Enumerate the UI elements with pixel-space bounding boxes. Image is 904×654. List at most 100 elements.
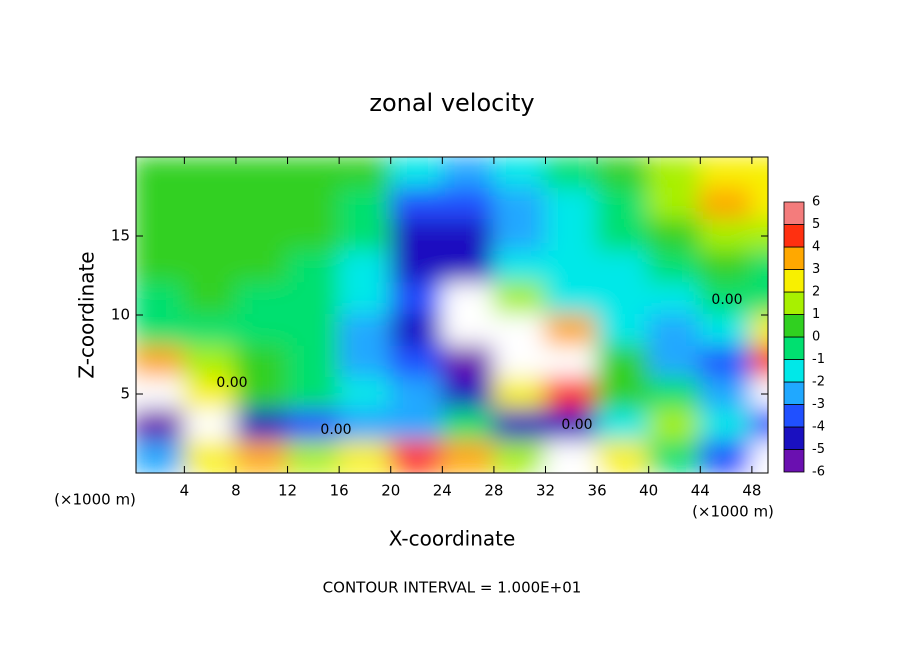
- field-cell: [338, 282, 392, 316]
- colorbar-label: -6: [812, 465, 825, 480]
- field-cell: [183, 282, 237, 316]
- field-cell: [338, 440, 392, 473]
- field-cell: [544, 282, 599, 316]
- x-tick-label: 12: [278, 482, 297, 500]
- colorbar-label: 4: [812, 240, 820, 255]
- y-axis-label: Z-coordinate: [75, 251, 99, 378]
- x-tick-label: 48: [742, 482, 761, 500]
- field-cell: [338, 408, 392, 443]
- x-unit-right: (×1000 m): [692, 503, 774, 521]
- field-cell: [699, 250, 753, 285]
- field-cell: [286, 377, 341, 411]
- field-cell: [136, 314, 186, 348]
- field-cell: [136, 377, 186, 411]
- field-cell: [183, 219, 237, 253]
- field-cell: [596, 440, 650, 473]
- field-cell: [234, 440, 289, 473]
- field-cell: [544, 314, 599, 348]
- field-cell: [441, 314, 495, 348]
- field-cell: [750, 250, 768, 285]
- x-tick-label: 44: [691, 482, 710, 500]
- field-cell: [750, 187, 768, 222]
- contour-label: 0.00: [216, 375, 247, 391]
- colorbar-label: -4: [812, 420, 825, 435]
- y-tick-label: 15: [111, 227, 130, 245]
- field-cell: [492, 314, 547, 348]
- field-cell: [136, 345, 186, 380]
- field-cell: [750, 408, 768, 443]
- x-tick-label: 16: [330, 482, 349, 500]
- field-cell: [183, 314, 237, 348]
- field-cell: [544, 187, 599, 222]
- colorbar-label: -1: [812, 352, 825, 367]
- y-tick-label: 10: [111, 306, 130, 324]
- x-tick-label: 36: [588, 482, 607, 500]
- field-cell: [338, 219, 392, 253]
- field-cell: [136, 440, 186, 473]
- field-cell: [492, 282, 547, 316]
- field-cell: [699, 377, 753, 411]
- field-cell: [338, 250, 392, 285]
- field-cell: [647, 440, 702, 473]
- field-cell: [596, 408, 650, 443]
- field-cell: [647, 219, 702, 253]
- field-cell: [596, 314, 650, 348]
- field-cell: [544, 250, 599, 285]
- field-cell: [389, 187, 444, 222]
- field-cell: [647, 314, 702, 348]
- field-cell: [544, 440, 599, 473]
- colorbar-label: 5: [812, 217, 820, 232]
- field-cell: [647, 345, 702, 380]
- field-cell: [544, 408, 599, 443]
- x-tick-label: 24: [433, 482, 452, 500]
- field-cell: [136, 408, 186, 443]
- field-cell: [183, 377, 237, 411]
- field-cell: [389, 345, 444, 380]
- field-cell: [286, 314, 341, 348]
- field-cell: [234, 314, 289, 348]
- field-cell: [647, 377, 702, 411]
- x-tick-label: 20: [381, 482, 400, 500]
- field-cell: [596, 345, 650, 380]
- field-cell: [338, 377, 392, 411]
- field-cell: [389, 250, 444, 285]
- field-cell: [596, 219, 650, 253]
- x-tick-label: 32: [536, 482, 555, 500]
- field-cell: [136, 157, 186, 190]
- field-cell: [286, 250, 341, 285]
- field-cell: [234, 219, 289, 253]
- field-cell: [647, 187, 702, 222]
- colorbar-label: -5: [812, 442, 825, 457]
- field-cell: [441, 377, 495, 411]
- field-cell: [699, 408, 753, 443]
- field-cell: [286, 187, 341, 222]
- field-cell: [544, 345, 599, 380]
- field-cell: [699, 282, 753, 316]
- field-cell: [492, 250, 547, 285]
- field-cell: [492, 440, 547, 473]
- field-cell: [286, 345, 341, 380]
- field-cell: [596, 187, 650, 222]
- field-cell: [389, 219, 444, 253]
- field-cell: [338, 187, 392, 222]
- x-tick-label: 40: [639, 482, 658, 500]
- field-cell: [699, 345, 753, 380]
- x-tick-label: 4: [180, 482, 190, 500]
- field-cell: [750, 314, 768, 348]
- field-cell: [136, 187, 186, 222]
- contour-label: 0.00: [561, 417, 592, 433]
- field-cell: [389, 440, 444, 473]
- field-cell: [441, 408, 495, 443]
- colorbar-box: [783, 224, 805, 248]
- colorbar-box: [783, 336, 805, 360]
- chart-title: zonal velocity: [369, 89, 534, 117]
- field-cell: [647, 282, 702, 316]
- colorbar-box: [783, 291, 805, 315]
- field-cell: [492, 408, 547, 443]
- colorbar-label: 1: [812, 307, 820, 322]
- field-cell: [389, 157, 444, 190]
- field-cell: [699, 187, 753, 222]
- field-cell: [338, 314, 392, 348]
- colorbar-box: [783, 449, 805, 473]
- field-cell: [492, 219, 547, 253]
